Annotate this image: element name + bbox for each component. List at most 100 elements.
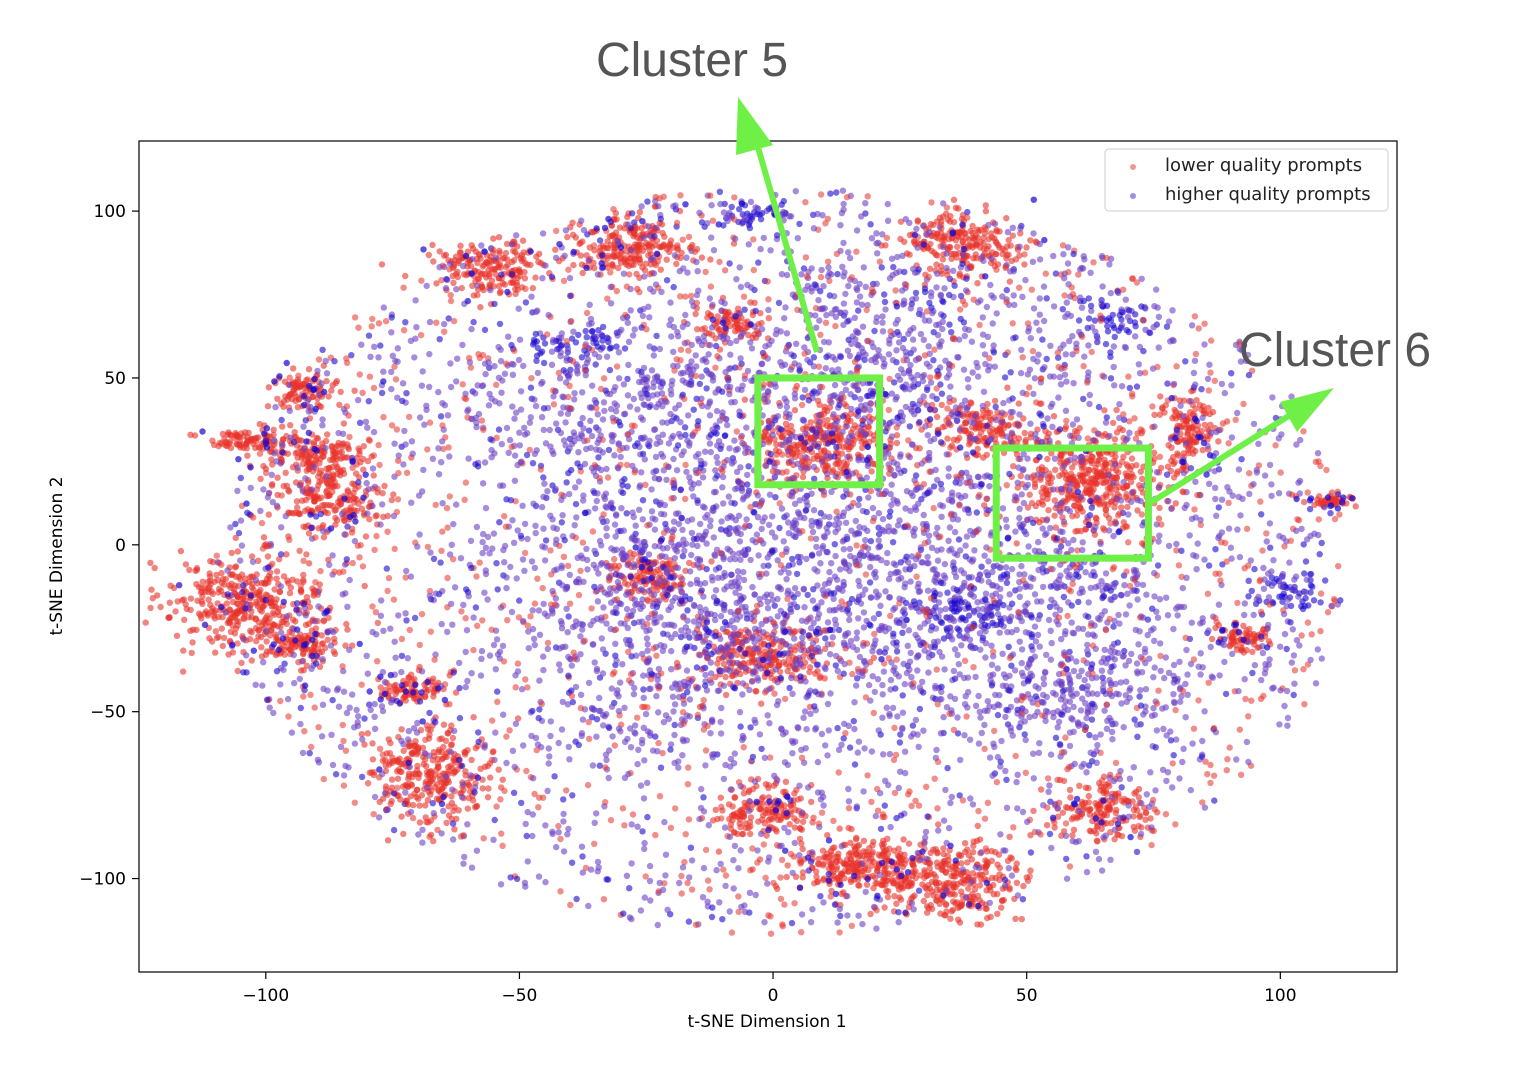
lower-point: [450, 807, 457, 814]
lower-point: [796, 824, 804, 832]
lower-point: [400, 747, 407, 754]
lower-point: [477, 304, 484, 311]
higher-point: [861, 745, 868, 752]
higher-point: [846, 616, 853, 624]
lower-point: [1030, 807, 1037, 815]
lower-point: [332, 460, 339, 467]
lower-point: [937, 263, 945, 270]
lower-point: [1088, 457, 1095, 464]
lower-point: [378, 261, 386, 268]
lower-point: [323, 492, 331, 500]
lower-point: [782, 778, 790, 785]
lower-point: [344, 626, 351, 633]
lower-point: [1102, 506, 1110, 513]
higher-point: [673, 467, 681, 474]
lower-point: [279, 423, 286, 430]
higher-point: [957, 547, 964, 554]
higher-point: [850, 717, 857, 725]
higher-point: [918, 559, 925, 566]
lower-point: [247, 627, 254, 634]
lower-point: [369, 740, 376, 747]
lower-point: [520, 249, 527, 256]
lower-point: [173, 632, 181, 639]
lower-point: [1082, 470, 1089, 477]
lower-point: [189, 639, 196, 646]
lower-point: [344, 441, 351, 448]
lower-point: [350, 489, 357, 497]
lower-point: [1106, 782, 1113, 790]
lower-point: [495, 234, 503, 241]
lower-point: [946, 243, 953, 251]
lower-point: [529, 284, 536, 292]
lower-point: [1004, 422, 1012, 429]
lower-point: [284, 636, 291, 643]
lower-point: [447, 742, 455, 749]
lower-point: [290, 365, 297, 372]
lower-point: [450, 757, 457, 764]
lower-point: [935, 821, 942, 828]
lower-point: [374, 619, 382, 627]
higher-point: [907, 649, 914, 657]
lower-point: [342, 642, 349, 649]
lower-point: [390, 491, 397, 498]
lower-point: [218, 625, 225, 632]
lower-point: [950, 436, 957, 443]
lower-point: [456, 249, 464, 256]
higher-point: [718, 704, 725, 712]
lower-point: [351, 387, 358, 394]
higher-point: [1088, 504, 1096, 511]
lower-point: [193, 626, 200, 634]
lower-point: [896, 894, 903, 901]
lower-point: [453, 815, 460, 823]
lower-point: [881, 904, 888, 911]
lower-point: [1100, 525, 1107, 532]
lower-point: [360, 443, 367, 450]
lower-point: [793, 817, 801, 824]
higher-point: [848, 527, 855, 534]
lower-point: [740, 813, 748, 820]
lower-point: [227, 444, 235, 452]
lower-point: [579, 269, 586, 277]
lower-point: [973, 837, 981, 845]
higher-point: [702, 671, 709, 679]
lower-point: [996, 871, 1003, 878]
lower-point: [302, 523, 310, 531]
lower-point: [382, 757, 389, 764]
lower-point: [741, 396, 749, 403]
lower-point: [303, 467, 310, 474]
lower-point: [283, 551, 290, 558]
lower-point: [234, 548, 241, 555]
lower-point: [388, 496, 395, 504]
lower-point: [733, 809, 740, 817]
lower-point: [1128, 455, 1136, 462]
lower-point: [285, 487, 292, 494]
lower-point: [1151, 411, 1158, 419]
higher-point: [813, 324, 820, 331]
lower-point: [269, 461, 276, 468]
lower-point: [264, 403, 272, 410]
higher-point: [653, 692, 660, 700]
lower-point: [187, 606, 194, 613]
higher-point: [769, 513, 776, 520]
lower-point: [209, 558, 217, 566]
lower-point: [290, 616, 297, 623]
lower-point: [1012, 256, 1020, 263]
higher-point: [629, 332, 637, 339]
lower-point: [1113, 474, 1120, 481]
lower-point: [316, 478, 323, 486]
lower-point: [232, 564, 239, 571]
lower-point: [157, 603, 164, 611]
lower-point: [1027, 867, 1034, 874]
lower-point: [982, 202, 989, 209]
lower-point: [330, 472, 337, 480]
lower-point: [1067, 794, 1074, 801]
lower-point: [396, 755, 403, 762]
lower-point: [376, 798, 383, 806]
lower-point: [332, 514, 339, 522]
lower-point: [426, 731, 433, 738]
lower-point: [435, 763, 442, 770]
lower-point: [280, 573, 288, 580]
lower-point: [422, 802, 429, 809]
lower-point: [707, 256, 714, 263]
lower-point: [868, 862, 875, 869]
